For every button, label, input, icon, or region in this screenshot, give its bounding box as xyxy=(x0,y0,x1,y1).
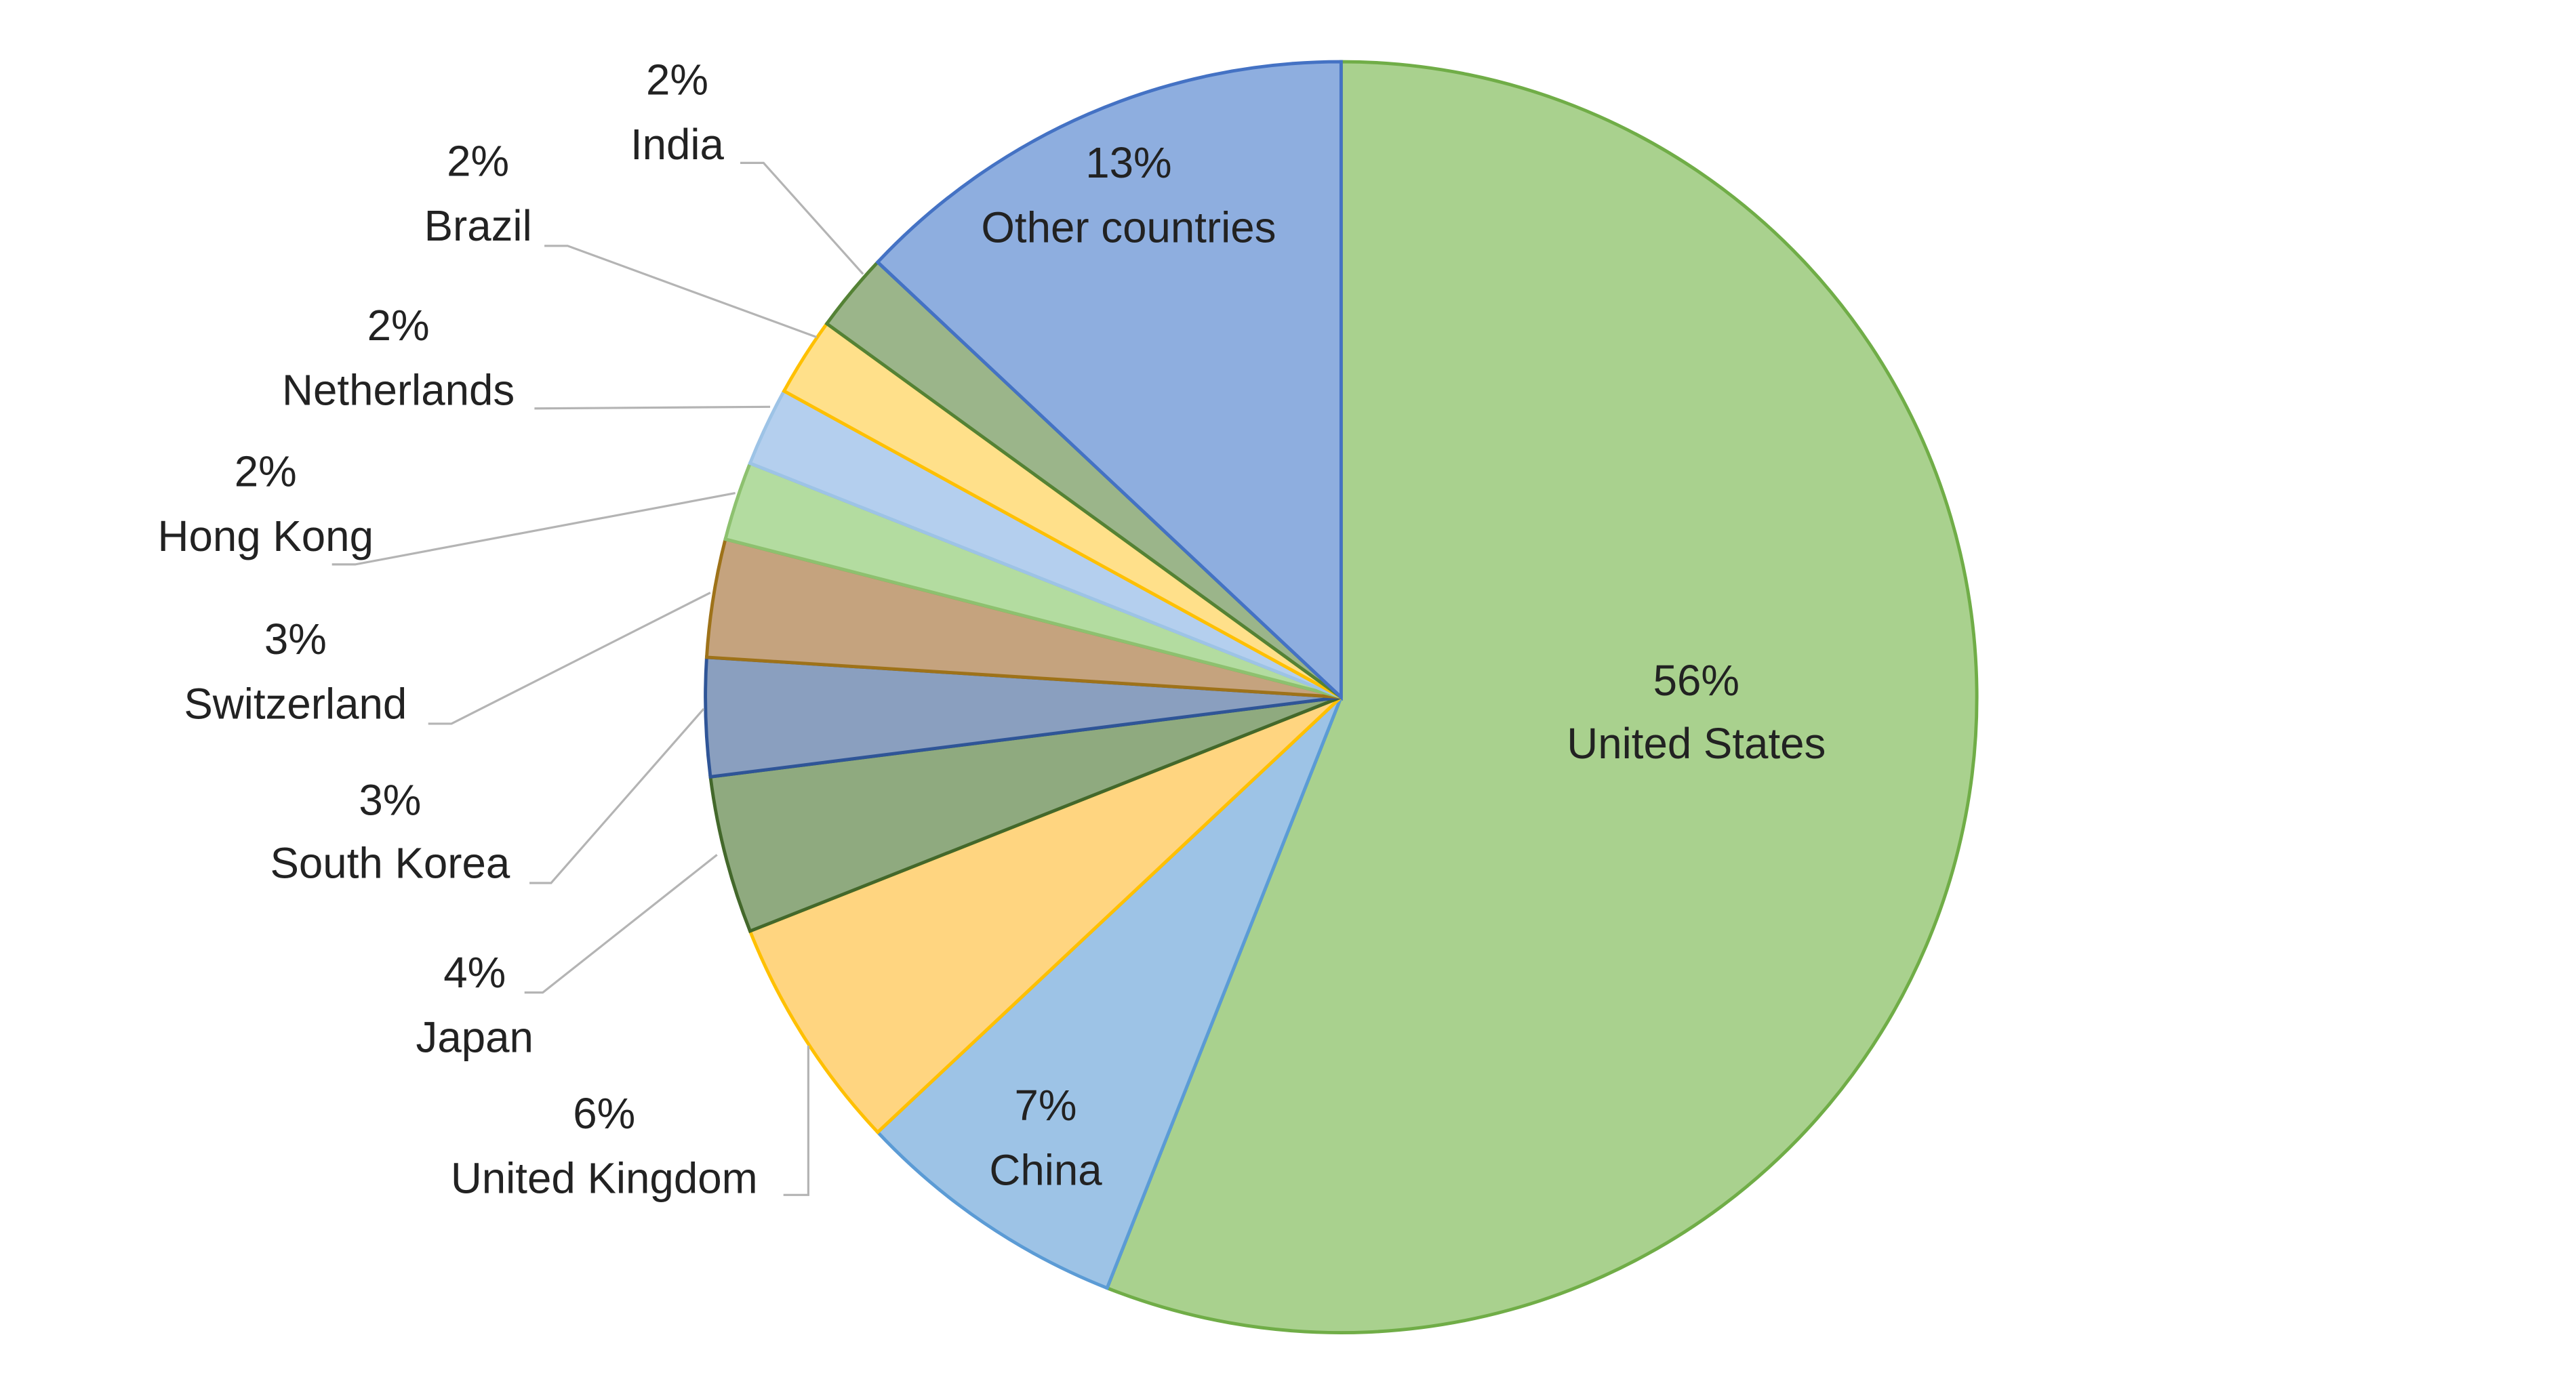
data-label: 13% xyxy=(1085,139,1171,187)
data-label: 2% xyxy=(235,447,297,495)
data-label: 2% xyxy=(646,56,708,104)
pie-slice xyxy=(875,60,1343,701)
leader-line xyxy=(529,707,705,884)
category-label: Brazil xyxy=(424,202,532,250)
pie-slice xyxy=(708,695,1342,934)
leader-line xyxy=(534,405,771,410)
category-label: India xyxy=(630,121,725,169)
data-label: 2% xyxy=(447,138,509,186)
category-label: Netherlands xyxy=(282,367,515,415)
data-label: 3% xyxy=(359,776,421,824)
leader-line xyxy=(331,492,736,566)
pie-slice xyxy=(1104,60,1979,1334)
leader-line xyxy=(783,1045,809,1196)
leader-line xyxy=(740,161,864,275)
data-label: 56% xyxy=(1653,657,1739,705)
category-label: Switzerland xyxy=(184,680,407,728)
leader-line xyxy=(428,592,711,725)
pie-slice xyxy=(748,695,1343,1135)
pie-slice xyxy=(875,695,1343,1290)
data-label: 3% xyxy=(264,615,327,663)
data-label: 2% xyxy=(367,302,430,350)
data-label: 7% xyxy=(1015,1082,1077,1130)
category-label: United States xyxy=(1567,720,1826,768)
leader-line xyxy=(524,854,718,994)
data-label: 6% xyxy=(573,1090,635,1138)
category-label: China xyxy=(989,1146,1102,1194)
leader-line xyxy=(544,245,818,338)
category-label: Other countries xyxy=(981,204,1276,252)
data-label: 4% xyxy=(443,949,506,997)
category-label: United Kingdom xyxy=(451,1155,758,1203)
category-label: Japan xyxy=(416,1013,534,1061)
category-label: Hong Kong xyxy=(158,512,374,560)
category-label: South Korea xyxy=(270,839,510,887)
